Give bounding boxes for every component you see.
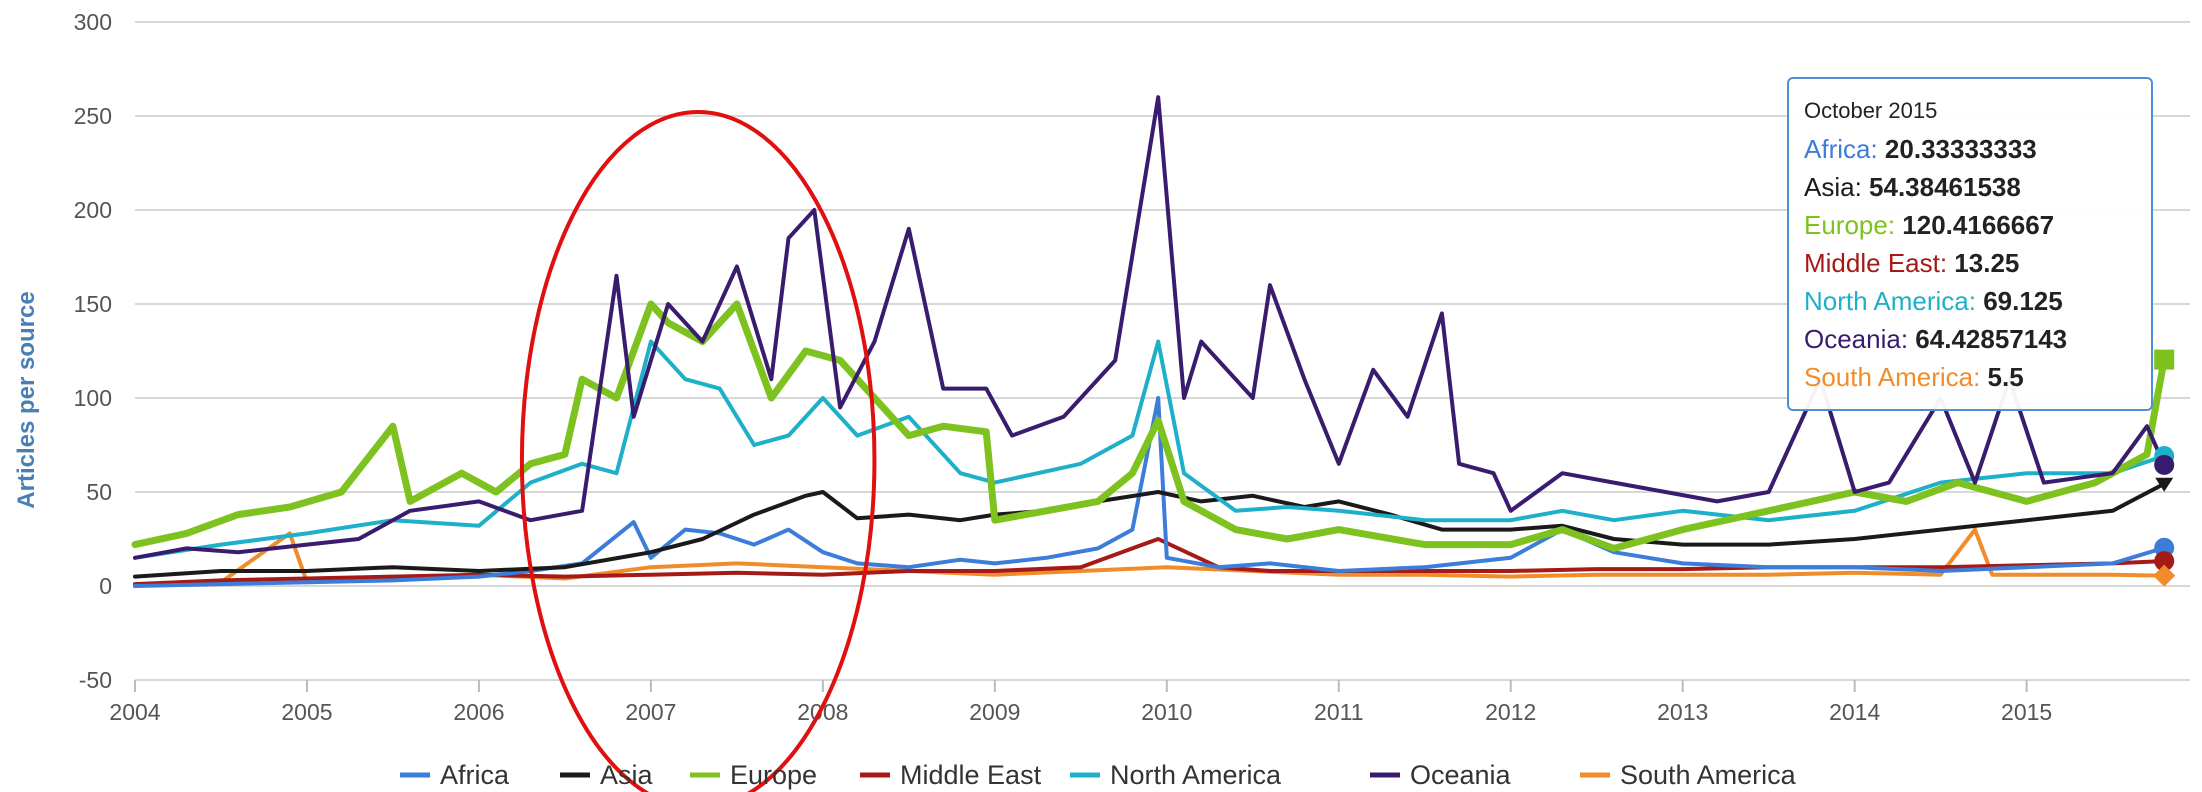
y-tick-label: 150	[74, 291, 112, 317]
y-tick-label: 50	[86, 479, 112, 505]
tooltip-row: Oceania: 64.42857143	[1804, 324, 2067, 354]
series-line-asia	[133, 481, 2167, 579]
series-line-north-america	[133, 339, 2167, 560]
legend-label: Africa	[440, 760, 510, 790]
end-marker-oceania[interactable]	[2154, 454, 2175, 475]
tooltip-series-value: 20.33333333	[1885, 134, 2037, 164]
tooltip-series-value: 54.38461538	[1869, 172, 2021, 202]
legend-item-north-america[interactable]: North America	[1070, 760, 1282, 790]
tooltip-series-value: 13.25	[1954, 248, 2019, 278]
legend-item-oceania[interactable]: Oceania	[1370, 760, 1512, 790]
legend-label: Europe	[730, 760, 817, 790]
tooltip-row: Europe: 120.4166667	[1804, 210, 2054, 240]
x-tick-label: 2009	[969, 699, 1020, 725]
x-tick-label: 2012	[1485, 699, 1536, 725]
red-ellipse-annotation	[519, 110, 877, 792]
series-line-oceania	[133, 95, 2167, 560]
y-tick-label: 100	[74, 385, 112, 411]
tooltip-row: Asia: 54.38461538	[1804, 172, 2021, 202]
tooltip-series-name: North America	[1804, 286, 1969, 316]
tooltip-series-value: 120.4166667	[1902, 210, 2054, 240]
end-marker-middle-east[interactable]	[2154, 551, 2175, 572]
x-tick-label: 2011	[1314, 699, 1363, 725]
x-tick-label: 2013	[1657, 699, 1708, 725]
series-lines	[131, 95, 2168, 588]
y-tick-label: -50	[79, 667, 112, 693]
tooltip-row: Africa: 20.33333333	[1804, 134, 2037, 164]
tooltip-title: October 2015	[1804, 98, 1937, 123]
legend-item-europe[interactable]: Europe	[690, 760, 817, 790]
x-tick-label: 2004	[109, 699, 160, 725]
series-end-markers	[2153, 349, 2176, 587]
legend-item-south-america[interactable]: South America	[1580, 760, 1797, 790]
y-tick-label: 300	[74, 9, 112, 35]
tooltip-row: South America: 5.5	[1804, 362, 2024, 392]
tooltip-series-name: Europe	[1804, 210, 1888, 240]
end-marker-europe[interactable]	[2154, 349, 2175, 370]
legend-label: Oceania	[1410, 760, 1512, 790]
y-tick-label: 0	[99, 573, 112, 599]
end-marker-asia[interactable]	[2155, 477, 2174, 492]
x-axis-ticks: 2004 2005 2006 2007 2008 2009 2010 2011 2012 2013…	[109, 680, 2052, 725]
x-tick-label: 2010	[1141, 699, 1192, 725]
legend: Africa Asia Europe Middle East North America…	[400, 760, 1797, 790]
legend-label: North America	[1110, 760, 1282, 790]
legend-item-africa[interactable]: Africa	[400, 760, 510, 790]
x-tick-label: 2006	[453, 699, 504, 725]
legend-label: Middle East	[900, 760, 1042, 790]
tooltip-row: Middle East: 13.25	[1804, 248, 2019, 278]
tooltip-series-value: 64.42857143	[1915, 324, 2067, 354]
y-tick-label: 250	[74, 103, 112, 129]
y-tick-label: 200	[74, 197, 112, 223]
tooltip-series-name: Asia	[1804, 172, 1855, 202]
tooltip-series-name: Oceania	[1804, 324, 1901, 354]
tooltip-series-name: South America	[1804, 362, 1974, 392]
legend-item-asia[interactable]: Asia	[560, 760, 654, 790]
tooltip-box	[1787, 77, 2153, 411]
legend-label: Asia	[600, 760, 654, 790]
tooltip-series-name: Middle East	[1804, 248, 1941, 278]
y-axis-ticks: -50 0 50 100 150 200 250 300	[74, 9, 112, 693]
tooltip: October 2015 Africa: 20.33333333 Asia: 54.…	[1787, 77, 2153, 411]
tooltip-series-value: 69.125	[1983, 286, 2063, 316]
annotation-ellipse	[519, 110, 877, 792]
tooltip-row: North America: 69.125	[1804, 286, 2063, 316]
series-line-europe	[131, 300, 2168, 552]
tooltip-series-value: 5.5	[1988, 362, 2024, 392]
x-tick-label: 2015	[2001, 699, 2052, 725]
tooltip-series-name: Africa	[1804, 134, 1871, 164]
y-axis-label: Articles per source	[13, 291, 40, 508]
legend-label: South America	[1620, 760, 1797, 790]
legend-item-middle-east[interactable]: Middle East	[860, 760, 1042, 790]
x-tick-label: 2005	[281, 699, 332, 725]
end-marker-south-america[interactable]	[2153, 564, 2176, 587]
x-tick-label: 2014	[1829, 699, 1880, 725]
x-tick-label: 2007	[625, 699, 676, 725]
